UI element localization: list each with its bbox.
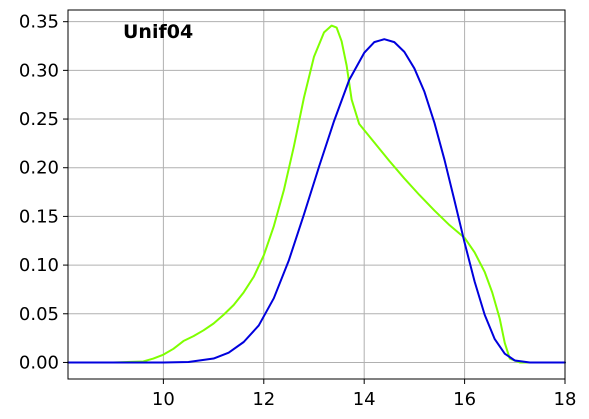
series-lines: [67, 24, 566, 364]
x-tick-label: 14: [353, 389, 376, 410]
y-tick-label: 0.15: [19, 206, 59, 227]
x-tick-label: 12: [252, 389, 275, 410]
chart-title: Unif04: [123, 21, 193, 43]
x-tick-label: 18: [554, 389, 577, 410]
y-tick-label: 0.00: [19, 352, 59, 373]
series-line-1: [67, 24, 566, 364]
y-tick-label: 0.10: [19, 255, 59, 276]
axis-ticks: [63, 21, 566, 384]
x-tick-label: 16: [453, 389, 476, 410]
y-tick-label: 0.35: [19, 12, 59, 33]
x-tick-label: 10: [152, 389, 175, 410]
y-tick-label: 0.20: [19, 158, 59, 179]
plot-frame: [67, 9, 566, 380]
y-tick-label: 0.25: [19, 109, 59, 130]
tick-labels: 10 12 14 16 18 0.00 0.05 0.10 0.15 0.20 0.25 0.30 0.…: [19, 12, 577, 410]
y-tick-label: 0.30: [19, 60, 59, 81]
series-line-2: [67, 38, 566, 364]
y-tick-label: 0.05: [19, 304, 59, 325]
